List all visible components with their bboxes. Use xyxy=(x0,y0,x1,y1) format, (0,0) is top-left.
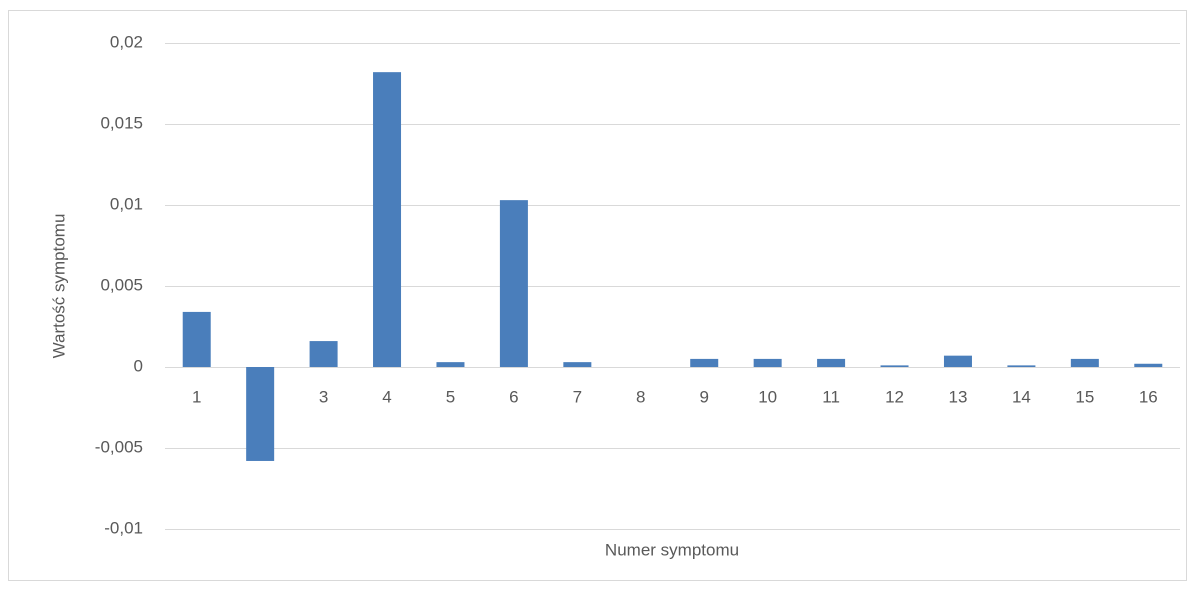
y-tick-label: 0,015 xyxy=(100,113,143,132)
bar xyxy=(1007,365,1036,367)
bar xyxy=(499,200,528,367)
x-tick-label: 1 xyxy=(192,387,201,406)
bar xyxy=(690,358,719,367)
bar xyxy=(309,341,338,367)
x-tick-label: 12 xyxy=(885,387,904,406)
bar xyxy=(1134,363,1163,367)
chart-border xyxy=(8,10,1187,581)
bar xyxy=(182,311,211,367)
x-tick-label: 14 xyxy=(1012,387,1031,406)
y-tick-label: 0,02 xyxy=(110,32,143,51)
y-tick-label: 0,005 xyxy=(100,275,143,294)
bar xyxy=(246,367,275,461)
x-tick-label: 4 xyxy=(382,387,391,406)
y-tick-label: 0,01 xyxy=(110,194,143,213)
x-tick-label: 15 xyxy=(1075,387,1094,406)
bar xyxy=(436,362,465,367)
x-tick-label: 8 xyxy=(636,387,645,406)
bar xyxy=(1070,358,1099,367)
bar xyxy=(817,358,846,367)
x-tick-label: 10 xyxy=(758,387,777,406)
bar xyxy=(373,72,402,367)
bar xyxy=(563,362,592,367)
x-tick-label: 3 xyxy=(319,387,328,406)
x-axis-title: Numer symptomu xyxy=(605,540,739,559)
y-tick-label: 0 xyxy=(134,356,143,375)
x-tick-label: 6 xyxy=(509,387,518,406)
bar xyxy=(943,355,972,367)
x-tick-label: 7 xyxy=(573,387,582,406)
bar xyxy=(880,365,909,367)
x-tick-label: 16 xyxy=(1139,387,1158,406)
x-tick-label: 11 xyxy=(822,387,840,406)
bar xyxy=(753,358,782,367)
y-tick-label: -0,01 xyxy=(104,518,143,537)
y-tick-label: -0,005 xyxy=(95,437,143,456)
x-tick-label: 5 xyxy=(446,387,455,406)
y-axis-title: Wartość symptomu xyxy=(49,214,68,359)
x-tick-label: 13 xyxy=(949,387,968,406)
x-tick-label: 9 xyxy=(699,387,708,406)
